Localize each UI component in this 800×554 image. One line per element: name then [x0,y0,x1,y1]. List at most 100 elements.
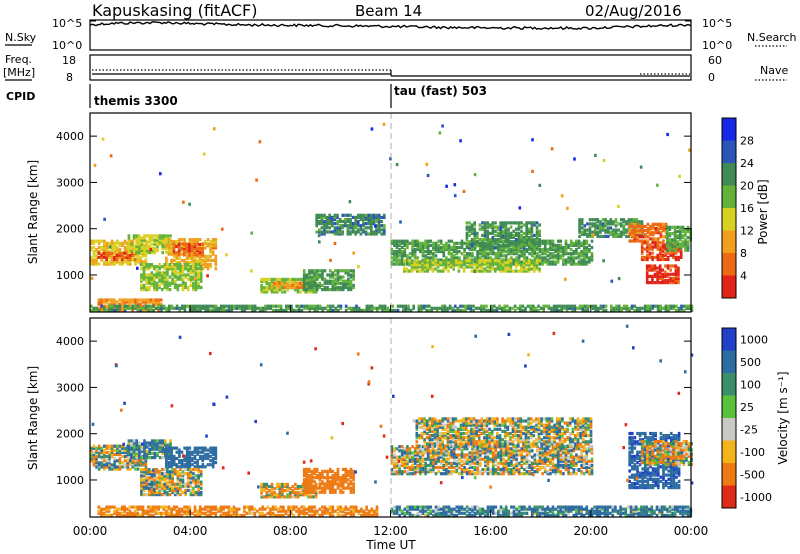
power-cell [520,244,523,248]
power-cell [158,271,161,275]
power-cell [339,288,342,292]
power-cell [199,265,203,269]
velocity-cell [344,507,348,511]
power-cell [166,281,169,285]
power-cell [432,254,435,258]
velocity-cell [339,507,342,511]
power-cell [141,304,145,308]
velocity-cell [131,511,134,515]
power-cell [473,240,476,244]
power-cell [149,247,153,252]
velocity-cell [95,461,98,465]
power-cell [669,306,673,310]
velocity-cell [136,459,140,463]
power-cell [522,267,526,271]
power-cell [130,246,133,250]
power-cell [491,246,495,250]
power-cell [468,259,471,263]
velocity-cell [173,490,177,495]
power-cell [507,267,510,271]
power-cell [542,308,545,312]
power-cell [328,275,332,279]
power-cell [636,224,639,228]
power-cell [552,306,556,310]
power-cell [140,248,144,253]
power-cell [214,256,218,260]
power-cell [628,239,631,243]
power-cell [325,224,329,228]
power-cell [671,240,674,244]
power-cell [298,281,302,285]
power-cell [530,227,534,231]
velocity-cell [149,507,153,511]
velocity-cell [103,444,106,448]
power-cell [132,248,136,253]
power-cell [588,250,591,254]
power-cell [525,225,528,229]
power-cell [551,241,555,245]
velocity-cell [118,457,122,461]
power-cell [468,225,471,229]
power-cell [144,302,147,306]
power-cell [473,173,477,177]
power-cell [507,250,511,254]
power-cell [380,215,383,219]
velocity-cell [186,482,190,486]
power-cell [398,254,401,258]
power-cell [100,245,103,250]
power-cell [442,250,446,254]
velocity-cell [308,480,311,484]
power-cell [609,220,613,224]
power-cell [439,245,443,250]
velocity-cell [352,511,355,515]
power-cell [606,226,610,230]
power-cell [510,252,513,256]
power-cell [502,233,505,237]
power-cell [97,262,101,266]
power-cell [178,238,181,242]
power-cell [573,157,576,161]
velocity-cell [170,465,173,469]
power-cell [341,281,345,285]
velocity-cell [153,443,157,447]
velocity-cell [131,461,135,465]
power-cell [341,275,345,279]
velocity-cell [323,490,327,494]
power-cell [151,236,154,240]
power-cell [546,254,550,258]
power-cell [497,250,500,254]
power-cell [214,242,218,246]
power-cell [138,251,141,255]
power-cell [198,251,202,255]
power-cell [596,232,600,236]
velocity-cell [192,493,195,497]
power-cell [140,285,143,290]
velocity-cell [153,453,157,458]
power-cell [398,260,401,264]
power-cell [668,242,672,246]
power-cell [547,306,551,310]
power-cell [135,234,138,238]
power-cell [541,262,544,266]
power-cell [449,259,453,263]
power-cell [393,241,396,245]
power-cell [377,222,381,226]
power-cell [615,304,618,308]
power-cell [220,304,223,308]
power-cell [349,269,353,273]
velocity-cell [313,484,316,488]
velocity-cell [296,484,300,489]
velocity-cell [165,452,168,456]
power-cell [602,158,606,163]
power-cell [346,232,350,236]
power-cell [153,238,157,242]
velocity-cell [180,459,184,463]
power-cell [586,232,589,236]
power-cell [609,218,613,222]
velocity-cell [113,461,116,465]
power-cell [344,219,347,224]
power-cell [158,283,161,287]
velocity-cell [173,470,177,474]
power-cell [193,240,197,244]
power-cell [390,250,394,254]
